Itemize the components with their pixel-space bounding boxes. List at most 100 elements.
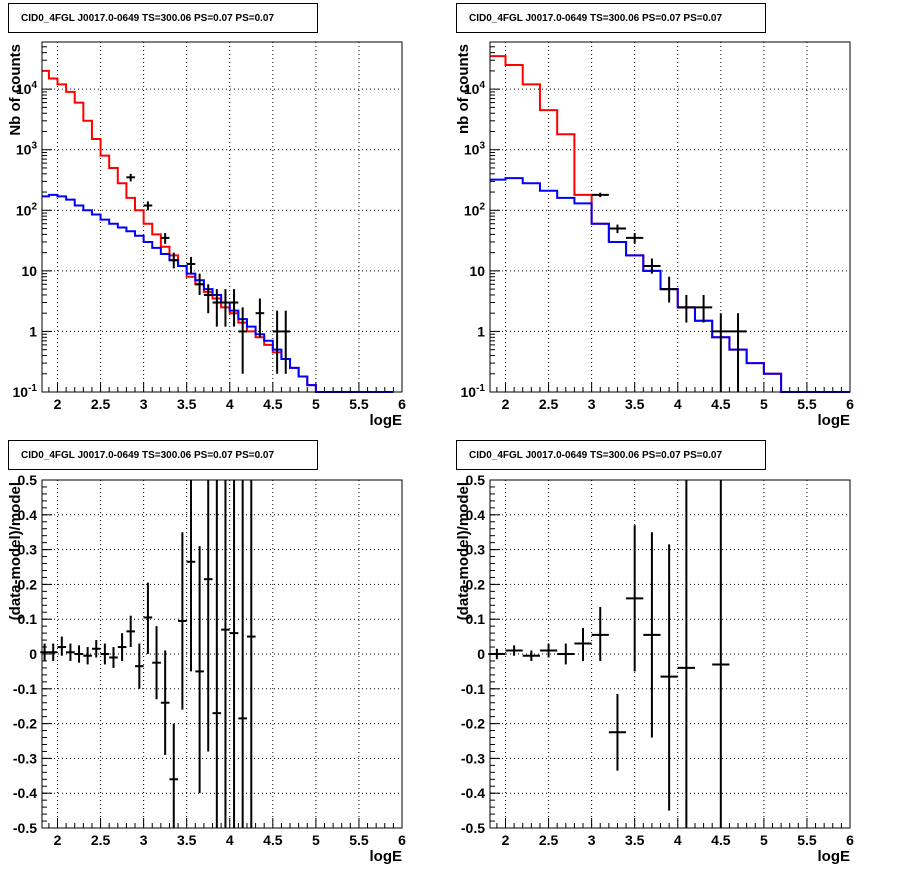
x-tick-label: 4.5 xyxy=(711,396,731,412)
data-point xyxy=(591,192,609,198)
y-tick-label: 103 xyxy=(16,141,38,158)
y-tick-label: 0.3 xyxy=(466,542,486,558)
data-point xyxy=(152,626,161,700)
y-tick-label: 1 xyxy=(29,323,37,339)
y-tick-label: 102 xyxy=(464,201,486,218)
data-point xyxy=(212,289,222,327)
data-point xyxy=(169,252,179,269)
data-point xyxy=(677,480,695,828)
data-point xyxy=(143,201,153,211)
plot-frame xyxy=(41,41,403,393)
data-point xyxy=(221,289,230,327)
data-point xyxy=(522,650,540,661)
data-point xyxy=(557,643,575,665)
data-point xyxy=(660,544,678,811)
x-tick-label: 2 xyxy=(54,832,62,848)
x-tick-label: 4 xyxy=(674,832,682,848)
title-box-spectrum-left: CID0_4FGL J0017.0-0649 TS=300.06 PS=0.07… xyxy=(8,3,318,33)
x-tick-label: 3.5 xyxy=(177,396,197,412)
y-tick-label: 0 xyxy=(477,646,485,662)
data-point xyxy=(238,307,247,374)
data-point xyxy=(712,313,730,392)
data-point xyxy=(135,643,144,689)
y-tick-label: -0.5 xyxy=(461,820,485,836)
data-point xyxy=(195,546,204,794)
data-point xyxy=(117,633,127,661)
x-tick-label: 3 xyxy=(588,396,596,412)
y-tick-label: 0.5 xyxy=(18,472,38,488)
y-tick-label: -0.1 xyxy=(13,681,37,697)
data-point xyxy=(281,310,291,374)
x-tick-label: 5.5 xyxy=(349,396,369,412)
data-point xyxy=(272,310,282,374)
x-tick-label: 2.5 xyxy=(91,396,111,412)
data-point xyxy=(169,723,179,828)
data-point xyxy=(109,647,118,668)
data-point xyxy=(91,640,101,658)
data-point xyxy=(186,480,196,672)
data-point xyxy=(203,480,213,752)
x-tick-label: 6 xyxy=(846,832,854,848)
y-axis-label: (data-model)/model xyxy=(7,482,24,620)
data-point xyxy=(608,694,627,771)
data-point xyxy=(66,643,75,661)
y-tick-label: -0.5 xyxy=(13,820,37,836)
x-axis-label: logE xyxy=(818,848,851,865)
data-point xyxy=(178,532,187,710)
y-tick-label: -0.1 xyxy=(461,681,485,697)
plot-spectrum-right: 2 2.5 3 3.5 4 4.5 5 5.5 6 10-1 1 10 102 103 104 logE nb … xyxy=(455,41,854,429)
x-axis-label: logE xyxy=(370,412,403,429)
y-tick-label: 0.4 xyxy=(18,507,38,523)
x-tick-label: 5 xyxy=(760,396,768,412)
data-point xyxy=(643,532,661,738)
x-tick-label: 4.5 xyxy=(711,832,731,848)
y-tick-label: -0.4 xyxy=(13,785,37,801)
y-tick-label: 0.4 xyxy=(466,507,486,523)
title-box-residual-right: CID0_4FGL J0017.0-0649 TS=300.06 PS=0.07… xyxy=(456,440,766,470)
step-series-blue xyxy=(490,177,850,393)
y-tick-label: 104 xyxy=(464,80,486,97)
x-tick-label: 4 xyxy=(226,396,234,412)
data-point xyxy=(74,645,84,663)
x-tick-label: 3 xyxy=(140,832,148,848)
data-point xyxy=(677,294,695,323)
x-tick-label: 5 xyxy=(312,396,320,412)
x-tick-label: 4.5 xyxy=(263,396,283,412)
y-tick-label: 10-1 xyxy=(461,383,486,400)
y-tick-label: 0.2 xyxy=(466,576,486,592)
x-tick-label: 5.5 xyxy=(797,832,817,848)
x-tick-label: 6 xyxy=(398,396,406,412)
data-point xyxy=(57,636,67,656)
data-point xyxy=(221,480,230,828)
x-tick-label: 6 xyxy=(846,396,854,412)
y-axis-label: Nb of counts xyxy=(7,44,24,136)
y-tick-label: 10 xyxy=(469,263,485,279)
y-tick-label: 0 xyxy=(29,646,37,662)
title-box-spectrum-right: CID0_4FGL J0017.0-0649 TS=300.06 PS=0.07… xyxy=(456,3,766,33)
x-tick-label: 2.5 xyxy=(91,832,111,848)
data-point xyxy=(694,294,713,323)
x-tick-label: 4 xyxy=(226,832,234,848)
plot-residual-right: 2 2.5 3 3.5 4 4.5 5 5.5 6 -0.5 -0.4 -0.3 -0.2 -0.1 0 0.… xyxy=(455,472,854,865)
data-point xyxy=(48,643,58,661)
y-tick-label: 103 xyxy=(464,141,486,158)
y-tick-label: 0.1 xyxy=(466,611,486,627)
data-point xyxy=(643,258,661,274)
y-tick-label: 0.2 xyxy=(18,576,38,592)
data-point xyxy=(660,276,678,303)
x-tick-label: 5 xyxy=(312,832,320,848)
data-point xyxy=(539,643,558,658)
y-tick-label: 10 xyxy=(21,263,37,279)
plot-frame xyxy=(489,479,851,829)
x-tick-label: 3 xyxy=(588,832,596,848)
y-axis-label: (data-model)/model xyxy=(455,482,472,620)
plot-frame xyxy=(489,41,851,393)
data-point xyxy=(626,525,644,672)
data-point xyxy=(160,650,170,755)
x-tick-label: 4.5 xyxy=(263,832,283,848)
data-point xyxy=(195,273,204,295)
step-series-red xyxy=(42,69,394,393)
plot-spectrum-left: 2 2.5 3 3.5 4 4.5 5 5.5 6 10-1 1 10 102 103 104 logE Nb … xyxy=(7,41,406,429)
data-point xyxy=(212,480,222,828)
